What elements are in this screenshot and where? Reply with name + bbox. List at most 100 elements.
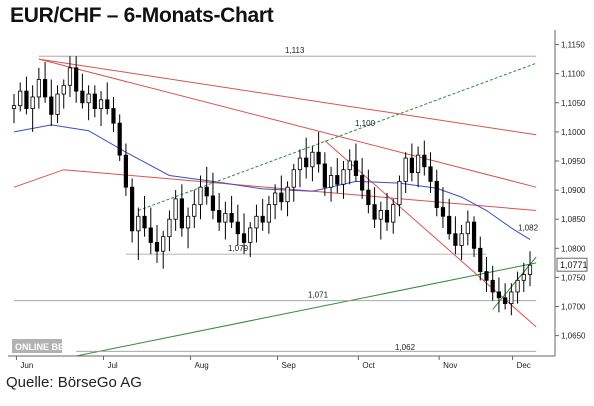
candle-body (285, 186, 290, 203)
candle-body (123, 154, 129, 188)
candle-body (366, 189, 371, 206)
candle-body (130, 186, 135, 232)
candle-body (241, 233, 247, 243)
candle-body (229, 212, 234, 223)
candle-body (248, 227, 253, 243)
trendline-green (76, 262, 537, 357)
candle-body (279, 192, 284, 203)
candle-body (179, 198, 184, 229)
candle-body (384, 210, 390, 223)
last-price-label: 1,0771 (560, 260, 588, 270)
candle-body (422, 154, 427, 168)
candle-body (30, 96, 35, 109)
price-chart: 1,1150 1,1100 1,1050 1,1000 1,0950 1,0900 1,08… (8, 30, 588, 370)
candle-body (484, 271, 489, 281)
level-annotation: 1,079 (228, 244, 249, 253)
y-axis-ticks: 1,1150 1,1100 1,1050 1,1000 1,0950 1,0900 1,08… (555, 41, 586, 341)
candle-body (471, 221, 477, 249)
candle-body (521, 274, 526, 281)
source-note: Quelle: BörseGo AG (6, 374, 142, 391)
candle-body (254, 215, 259, 229)
y-tick-label: 1,0950 (561, 157, 586, 166)
candle-body (18, 90, 23, 107)
candle-body (360, 175, 365, 191)
candle-body (198, 186, 203, 206)
candle-body (316, 151, 321, 165)
candle-body (223, 212, 228, 223)
candle-body (49, 96, 54, 115)
x-tick-label: Nov (443, 361, 457, 370)
x-axis-ticks: Jun Jul Aug Sep Oct Nov Dec (15, 356, 531, 370)
candle-body (185, 215, 191, 229)
candle-body (217, 210, 222, 223)
candle-body (24, 90, 29, 109)
level-annotation: 1,082 (518, 224, 539, 233)
candle-body (378, 210, 383, 220)
watermark-logo: ONLINE BETA (12, 339, 76, 353)
candle-body (403, 157, 408, 182)
candle-body (92, 93, 97, 109)
candle-body (61, 84, 66, 95)
candle-body (322, 163, 327, 188)
candle-body (105, 99, 110, 109)
candle-body (74, 67, 79, 92)
candle-body (36, 79, 41, 98)
x-tick-label: Dec (517, 361, 531, 370)
candle-body (509, 291, 514, 305)
candle-body (11, 105, 17, 109)
candle-body (347, 160, 352, 171)
candle-body (148, 227, 153, 243)
y-tick-label: 1,1100 (561, 70, 585, 79)
candle-body (173, 198, 178, 220)
level-annotation: 1,113 (285, 46, 305, 55)
x-tick-label: Sep (282, 361, 297, 370)
axes (8, 30, 556, 357)
candle-body (453, 233, 458, 246)
y-tick-label: 1,0650 (561, 332, 586, 341)
last-price-tag: 1,0771 (556, 257, 588, 272)
candle-body (266, 204, 271, 223)
level-annotation: 1,071 (308, 291, 329, 300)
candle-body (391, 204, 396, 223)
y-tick-label: 1,0850 (561, 215, 586, 224)
candle-body (409, 157, 414, 174)
candle-body (397, 180, 402, 206)
candle-body (353, 160, 359, 176)
candle-body (335, 175, 340, 185)
annotations: 1,113 1,100 1,082 1,079 1,071 1,062 (228, 46, 539, 352)
candle-body (341, 169, 346, 185)
candle-body (297, 157, 303, 171)
candle-body (328, 175, 334, 188)
candle-body (515, 279, 520, 293)
x-tick-label: Aug (195, 361, 209, 370)
candle-body (496, 291, 502, 299)
candle-body (415, 154, 421, 174)
x-tick-label: Jun (20, 361, 33, 370)
candle-body (503, 297, 508, 305)
ma-line (13, 124, 531, 241)
candle-body (434, 180, 439, 208)
y-tick-label: 1,0800 (561, 244, 586, 253)
x-tick-label: Oct (362, 361, 375, 370)
trendline-red (13, 169, 537, 211)
candle-body (154, 242, 160, 252)
x-tick-label: Jul (107, 361, 117, 370)
candle-body (273, 192, 278, 206)
candle-body (210, 195, 216, 211)
chart-title: EUR/CHF – 6-Monats-Chart (10, 4, 274, 27)
candle-body (80, 90, 85, 104)
y-tick-label: 1,0900 (561, 186, 586, 195)
candle-body (42, 79, 48, 98)
candle-body (428, 166, 433, 182)
candle-body (142, 215, 147, 229)
moving-average (13, 124, 531, 241)
candle-body (117, 122, 122, 156)
watermark-text: ONLINE BETA (15, 342, 76, 352)
y-tick-label: 1,1150 (561, 41, 585, 50)
candle-body (192, 204, 197, 217)
candle-body (67, 67, 73, 86)
candle-body (527, 264, 533, 275)
candle-body (204, 186, 209, 197)
candle-body (459, 233, 464, 246)
candle-body (478, 247, 483, 272)
